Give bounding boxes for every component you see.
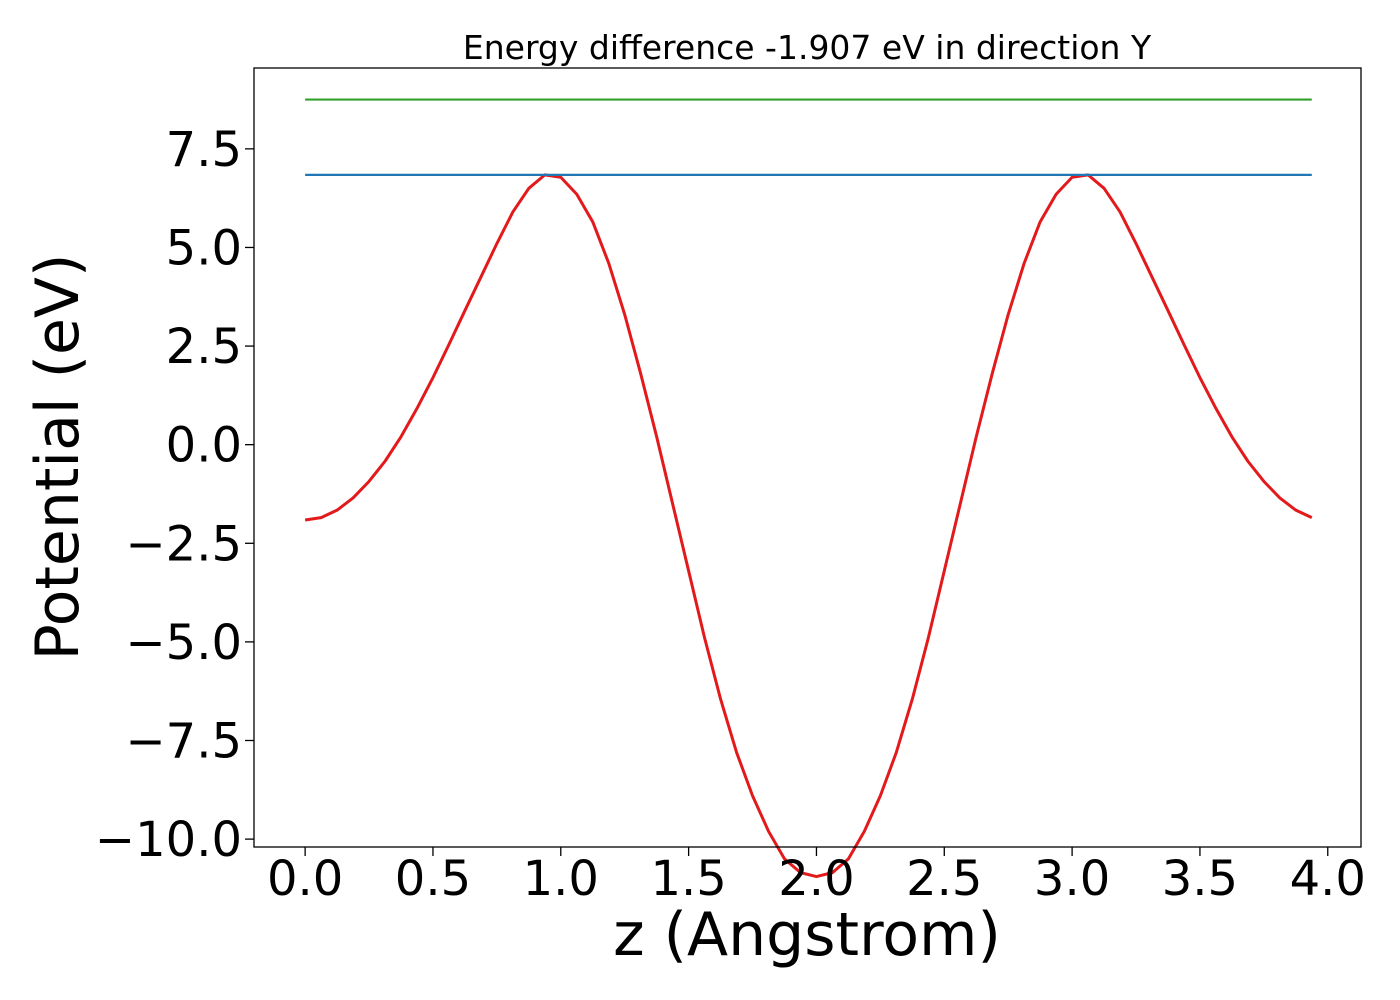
y-tick-label: 2.5	[166, 319, 242, 375]
series-0-potential-line	[304, 173, 1313, 879]
x-tick-label: 4.0	[1290, 851, 1366, 907]
x-axis-label: z (Angstrom)	[613, 900, 1001, 970]
y-tick-label: −5.0	[125, 615, 242, 671]
y-axis: 7.5 5.0 2.5 0.0 −2.5 −5.0 −7.5 −10.0	[95, 122, 254, 868]
x-tick-label: 0.5	[395, 851, 471, 907]
x-tick-label: 3.0	[1034, 851, 1110, 907]
y-tick-label: −2.5	[125, 516, 242, 572]
y-axis-label: Potential (eV)	[23, 254, 93, 661]
x-axis: 0.0 0.5 1.0 1.5 2.0 2.5 3.0 3.5 4.0	[267, 847, 1366, 907]
y-tick-label: 0.0	[166, 418, 242, 474]
x-tick-label: 2.5	[906, 851, 982, 907]
chart-title: Energy difference -1.907 eV in direction…	[463, 28, 1152, 67]
x-tick-label: 2.0	[778, 851, 854, 907]
y-tick-label: −7.5	[125, 714, 242, 770]
x-tick-label: 0.0	[267, 851, 343, 907]
axes-frame	[253, 67, 1362, 848]
y-tick-label: −10.0	[95, 812, 242, 868]
y-tick-label: 7.5	[166, 122, 242, 178]
x-tick-label: 1.0	[523, 851, 599, 907]
x-tick-label: 1.5	[650, 851, 726, 907]
x-tick-label: 3.5	[1162, 851, 1238, 907]
series-group	[304, 98, 1313, 879]
y-tick-label: 5.0	[166, 220, 242, 276]
